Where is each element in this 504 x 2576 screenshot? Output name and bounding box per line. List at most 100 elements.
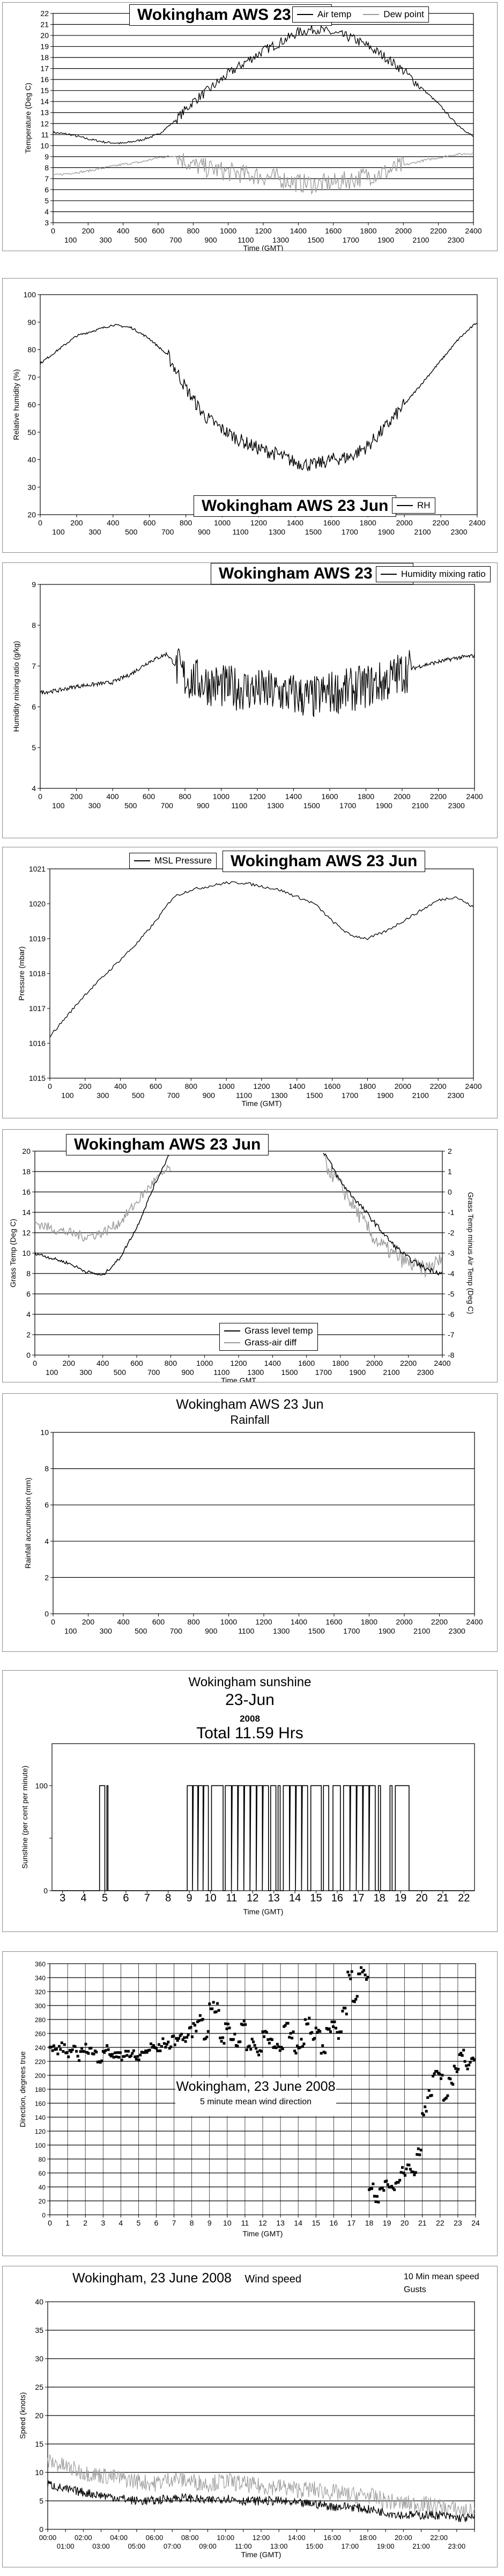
x-tick-label: 10:00 [217, 2534, 234, 2542]
wind-direction-point [57, 2045, 61, 2048]
wind-direction-point [284, 2024, 287, 2027]
wind-direction-point [109, 2054, 113, 2058]
rh-chart-title: Wokingham AWS 23 Jun [194, 495, 397, 517]
wind-direction-point [391, 2187, 395, 2190]
wind-direction-point [265, 2031, 268, 2034]
wind-direction-point [461, 2054, 464, 2057]
x-tick-label: 2200 [400, 1359, 417, 1367]
wind-direction-point [104, 2049, 107, 2052]
wind-direction-point [71, 2048, 74, 2051]
x-tick-label: 1600 [298, 1359, 315, 1367]
wind-direction-point [424, 2105, 427, 2109]
y-tick-label: 320 [35, 1988, 46, 1996]
x-tick-label: 1200 [249, 792, 265, 801]
wind-direction-point [179, 2034, 182, 2037]
wind-direction-point [413, 2174, 416, 2177]
wind-direction-point [221, 2036, 225, 2039]
x-tick-label: 1100 [231, 801, 247, 810]
x-tick-label: 200 [79, 1082, 92, 1091]
wind-direction-point [177, 2037, 181, 2040]
wind-direction-point [173, 2043, 176, 2046]
x-tick-label: 2200 [431, 1618, 448, 1626]
wind-direction-point [208, 2002, 211, 2006]
rh-legend: RH [392, 497, 435, 514]
wind-direction-point [414, 2171, 417, 2174]
wind-direction-point [430, 2094, 433, 2097]
x-tick-label: 1500 [303, 801, 320, 810]
x-tick-label: 1900 [377, 1091, 394, 1100]
temperature-legend: Air temp Dew point [292, 6, 429, 23]
x-tick-label: 1000 [196, 1359, 213, 1367]
y-tick-label: 4 [32, 784, 36, 793]
y-tick-label: 30 [27, 483, 36, 492]
x-tick-label: 800 [187, 1618, 200, 1626]
wind-direction-point [358, 1972, 361, 1975]
wind-direction-point [353, 2000, 356, 2003]
wind-direction-point [232, 2038, 235, 2041]
wind-direction-point [421, 2112, 424, 2115]
legend-dew-point: Dew point [383, 9, 424, 19]
x-tick-label: 7 [144, 1892, 150, 1904]
x-tick-label: 1500 [305, 528, 322, 536]
y2-tick-label: -1 [448, 1208, 455, 1217]
x-tick-label: 5 [137, 2219, 141, 2227]
wind-direction-point [51, 2049, 54, 2052]
x-tick-label: 200 [82, 1618, 95, 1626]
x-axis-label: Time (GMT) [243, 1907, 284, 1916]
wind-direction-point [330, 2020, 333, 2023]
x-tick-label: 1500 [306, 1091, 323, 1100]
wind-direction-point [440, 2077, 442, 2080]
x-tick-label: 18 [374, 1892, 386, 1904]
x-tick-label: 400 [117, 226, 130, 235]
wind-direction-point [87, 2052, 90, 2055]
wind-direction-point [60, 2041, 63, 2044]
x-tick-label: 1600 [325, 1618, 342, 1626]
wind-direction-point [50, 2045, 53, 2048]
x-tick-label: 2400 [469, 518, 485, 527]
x-tick-label: 13 [268, 1892, 280, 1904]
wind-direction-point [63, 2043, 66, 2046]
wind-direction-point [294, 2052, 298, 2055]
wind-direction-point [73, 2045, 77, 2048]
wind-direction-point [75, 2050, 78, 2053]
y-tick-label: 360 [35, 1960, 46, 1968]
x-tick-label: 06:00 [146, 2534, 164, 2542]
wind-direction-point [280, 2046, 283, 2049]
mixing-ratio-legend: Humidity mixing ratio [376, 566, 491, 582]
x-tick-label: 400 [106, 792, 119, 801]
wind-direction-point [239, 2040, 242, 2043]
wind-direction-point [469, 2061, 472, 2064]
x-tick-label: 04:00 [110, 2534, 128, 2542]
x-tick-label: 9 [187, 1892, 192, 1904]
x-tick-label: 500 [132, 1091, 145, 1100]
wind-direction-point [266, 2038, 270, 2041]
wind-direction-point [134, 2055, 137, 2058]
x-tick-label: 900 [205, 1627, 218, 1635]
wind-direction-point [361, 1971, 364, 1973]
y-tick-label: 35 [35, 2326, 43, 2334]
y-tick-label: 5 [39, 2497, 43, 2505]
x-tick-label: 8 [165, 1892, 171, 1904]
x-tick-label: 22 [436, 2219, 444, 2227]
wind-direction-point [332, 2025, 335, 2028]
x-tick-label: 1100 [238, 236, 254, 244]
x-tick-label: 100 [64, 1627, 77, 1635]
x-tick-label: 15:00 [306, 2542, 323, 2550]
wind-direction-point [107, 2048, 110, 2051]
wind-direction-point [145, 2051, 149, 2054]
y-tick-label: 20 [22, 1147, 31, 1155]
y-tick-label: 6 [26, 1290, 31, 1298]
wind-direction-point [119, 2051, 122, 2054]
wind-direction-point [302, 2043, 306, 2046]
wind-direction-point [337, 2037, 340, 2040]
x-tick-label: 1100 [213, 1368, 229, 1377]
wind-direction-point [52, 2044, 55, 2047]
wind-direction-point [103, 2051, 106, 2054]
y-tick-label: 9 [32, 580, 36, 589]
rainfall-chart-title: Wokingham AWS 23 Jun [176, 1397, 324, 1412]
y-tick-label: 20 [40, 31, 49, 40]
wind-direction-point [127, 2050, 130, 2053]
y-tick-label: 16 [22, 1188, 31, 1196]
wind-direction-point [339, 2030, 343, 2033]
y-tick-label: 6 [32, 702, 36, 711]
